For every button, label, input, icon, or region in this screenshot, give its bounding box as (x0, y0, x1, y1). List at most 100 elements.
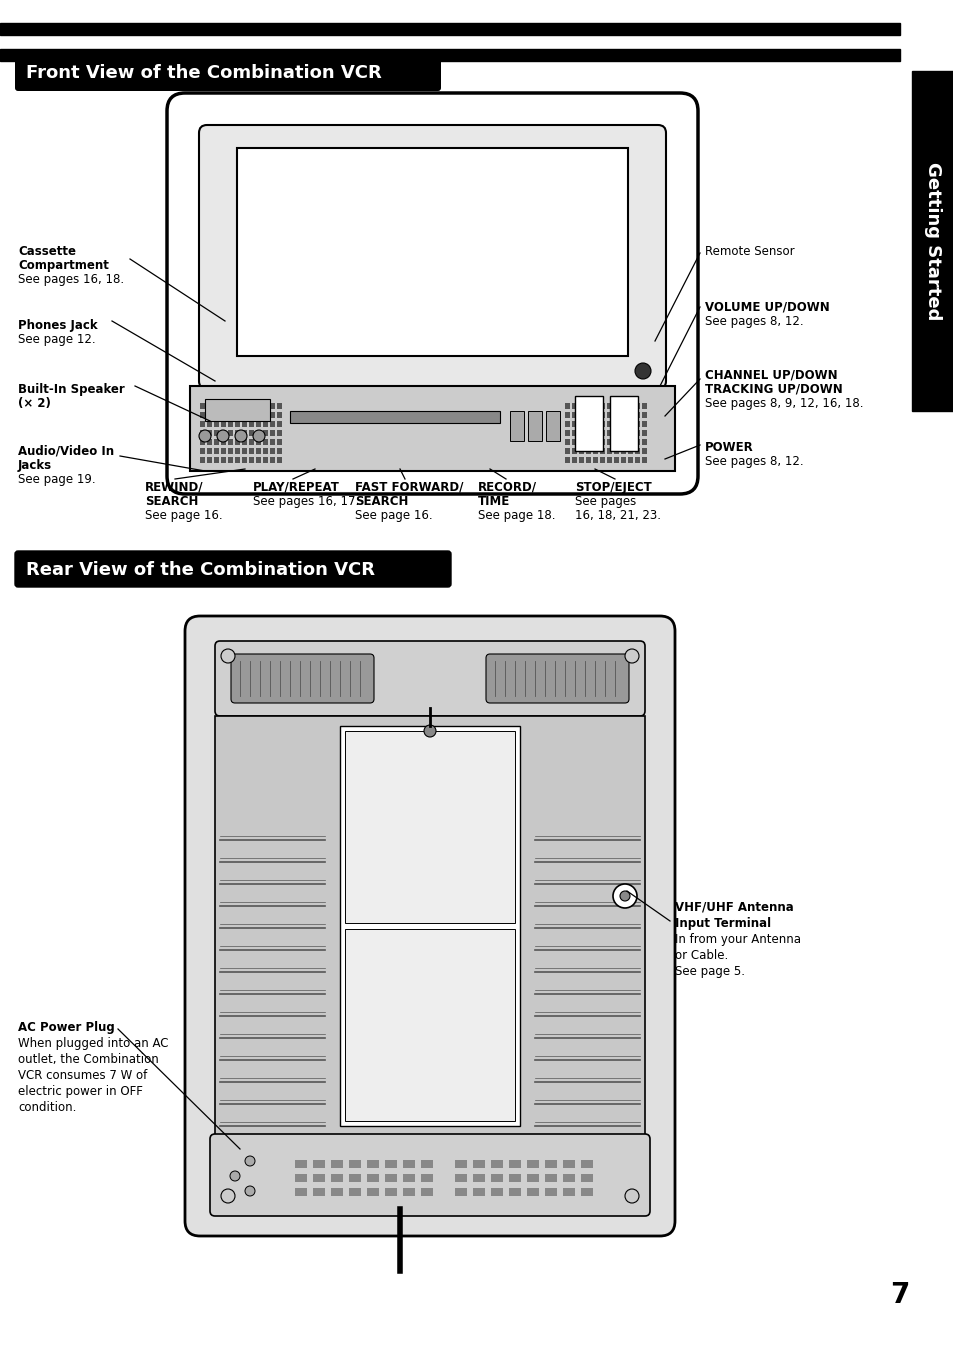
Bar (213, 430, 219, 436)
Bar (249, 403, 253, 409)
Bar (402, 1161, 415, 1169)
Bar (564, 422, 569, 427)
Bar (331, 1161, 343, 1169)
Text: Built-In Speaker: Built-In Speaker (18, 382, 125, 396)
Bar (249, 457, 253, 463)
Bar (635, 439, 639, 444)
Bar (620, 412, 625, 417)
Bar (606, 439, 612, 444)
Bar (228, 430, 233, 436)
Bar (606, 457, 612, 463)
Bar (255, 430, 261, 436)
FancyBboxPatch shape (167, 93, 698, 494)
Bar (564, 430, 569, 436)
Bar (270, 412, 274, 417)
Bar (572, 430, 577, 436)
Bar (331, 1188, 343, 1196)
Bar (509, 1174, 520, 1182)
Text: electric power in OFF: electric power in OFF (18, 1085, 143, 1098)
Text: See page 16.: See page 16. (145, 509, 222, 521)
Bar (221, 457, 226, 463)
Bar (221, 439, 226, 444)
Bar (599, 439, 604, 444)
Bar (606, 403, 612, 409)
Bar (599, 403, 604, 409)
Bar (205, 399, 270, 422)
Bar (420, 1174, 433, 1182)
FancyBboxPatch shape (485, 654, 628, 703)
Text: See page 16.: See page 16. (355, 509, 432, 521)
Bar (242, 403, 247, 409)
Text: See pages 8, 9, 12, 16, 18.: See pages 8, 9, 12, 16, 18. (704, 397, 862, 409)
Bar (620, 430, 625, 436)
Bar (455, 1161, 467, 1169)
Text: Front View of the Combination VCR: Front View of the Combination VCR (26, 63, 381, 82)
Circle shape (245, 1156, 254, 1166)
Bar (294, 1188, 307, 1196)
Bar (200, 412, 205, 417)
Circle shape (199, 430, 211, 442)
Bar (263, 439, 268, 444)
Bar (207, 439, 212, 444)
Bar (200, 439, 205, 444)
Bar (221, 412, 226, 417)
Bar (510, 411, 523, 440)
Text: Cassette: Cassette (18, 245, 76, 258)
Bar (509, 1188, 520, 1196)
Bar (213, 403, 219, 409)
Circle shape (221, 648, 234, 663)
Bar (473, 1174, 484, 1182)
Bar (221, 430, 226, 436)
Bar (276, 457, 282, 463)
Bar (207, 412, 212, 417)
Bar (585, 439, 590, 444)
Text: Rear View of the Combination VCR: Rear View of the Combination VCR (26, 561, 375, 580)
Text: See pages 16, 17.: See pages 16, 17. (253, 494, 359, 508)
FancyBboxPatch shape (199, 126, 665, 389)
Text: See pages 8, 12.: See pages 8, 12. (704, 315, 802, 328)
Bar (635, 457, 639, 463)
Bar (911, 72, 953, 411)
Bar (562, 1174, 575, 1182)
Bar (473, 1161, 484, 1169)
Bar (213, 422, 219, 427)
Bar (641, 430, 646, 436)
Bar (564, 457, 569, 463)
Bar (580, 1161, 593, 1169)
Bar (578, 457, 583, 463)
Bar (228, 422, 233, 427)
Bar (331, 1174, 343, 1182)
Bar (562, 1188, 575, 1196)
FancyBboxPatch shape (185, 616, 675, 1236)
Bar (544, 1188, 557, 1196)
FancyBboxPatch shape (15, 55, 440, 91)
Bar (593, 403, 598, 409)
Bar (234, 412, 240, 417)
Bar (641, 457, 646, 463)
Text: See pages 8, 12.: See pages 8, 12. (704, 455, 802, 467)
Text: VHF/UHF Antenna: VHF/UHF Antenna (675, 901, 793, 915)
Bar (578, 430, 583, 436)
Bar (255, 403, 261, 409)
Bar (0, 49, 899, 61)
Bar (620, 422, 625, 427)
Bar (544, 1161, 557, 1169)
Bar (402, 1188, 415, 1196)
Bar (313, 1161, 325, 1169)
Bar (641, 422, 646, 427)
Text: When plugged into an AC: When plugged into an AC (18, 1038, 169, 1050)
Bar (276, 430, 282, 436)
Text: Audio/Video In: Audio/Video In (18, 444, 114, 458)
Text: See pages: See pages (575, 494, 636, 508)
Bar (228, 457, 233, 463)
Bar (294, 1174, 307, 1182)
Bar (599, 457, 604, 463)
Text: condition.: condition. (18, 1101, 76, 1115)
Text: VOLUME UP/DOWN: VOLUME UP/DOWN (704, 301, 829, 313)
Text: SEARCH: SEARCH (355, 494, 408, 508)
Bar (620, 403, 625, 409)
Text: Getting Started: Getting Started (923, 162, 941, 320)
Bar (270, 457, 274, 463)
Text: See page 12.: See page 12. (18, 332, 95, 346)
Bar (349, 1188, 360, 1196)
